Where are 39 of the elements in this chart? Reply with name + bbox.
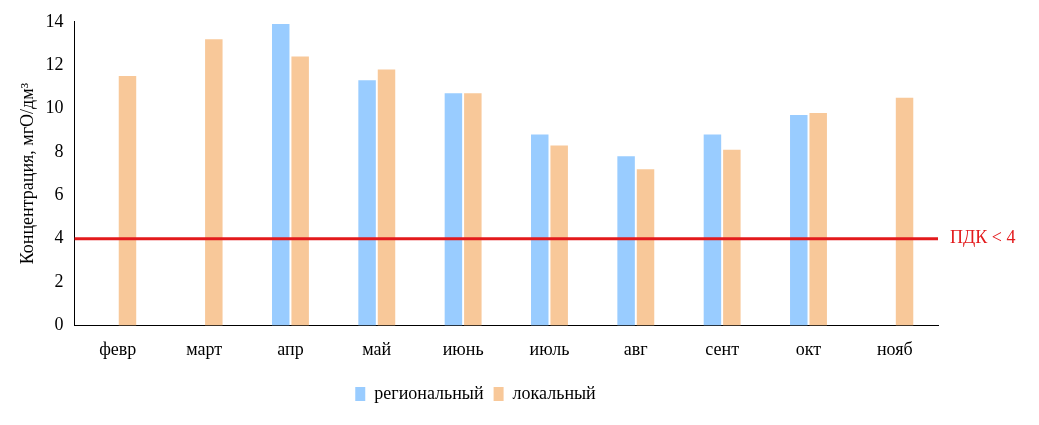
y-tick-label: 6 <box>54 184 64 205</box>
bar <box>636 169 655 326</box>
bar <box>444 93 463 326</box>
bar <box>809 112 827 326</box>
x-tick-label: сент <box>705 338 740 359</box>
y-tick-label: 2 <box>54 270 64 291</box>
bar <box>272 23 290 326</box>
bar <box>531 134 549 326</box>
y-tick-label: 4 <box>54 227 64 248</box>
bar <box>723 149 741 326</box>
legend-label: локальный <box>512 382 597 403</box>
y-tick-label: 0 <box>54 314 64 335</box>
x-tick-label: февр <box>99 338 137 359</box>
y-axis-title: Концентрация, мгO/дм³ <box>16 82 37 265</box>
x-tick-label: нояб <box>876 338 913 359</box>
x-tick-label: окт <box>795 338 822 359</box>
y-tick-label: 12 <box>45 53 64 74</box>
bar <box>377 69 396 326</box>
bar <box>790 115 808 326</box>
ref-line-label: ПДК < 4 <box>950 227 1016 248</box>
bar <box>617 156 635 326</box>
y-tick-label: 10 <box>45 97 64 118</box>
x-tick-label: июнь <box>442 338 484 359</box>
x-tick-label: март <box>186 338 223 359</box>
bar <box>118 76 137 326</box>
x-tick-label: апр <box>277 338 304 359</box>
x-tick-label: авг <box>623 338 648 359</box>
bar <box>703 134 722 326</box>
bar <box>895 97 914 326</box>
y-tick-label: 14 <box>45 10 64 31</box>
bar <box>291 56 309 326</box>
y-tick-label: 8 <box>54 140 64 161</box>
bar <box>550 145 568 326</box>
bar <box>464 93 482 326</box>
legend-label: региональный <box>374 382 484 403</box>
bar <box>205 39 223 326</box>
bar <box>358 80 376 326</box>
x-tick-label: июль <box>529 338 570 359</box>
x-tick-label: май <box>362 338 392 359</box>
